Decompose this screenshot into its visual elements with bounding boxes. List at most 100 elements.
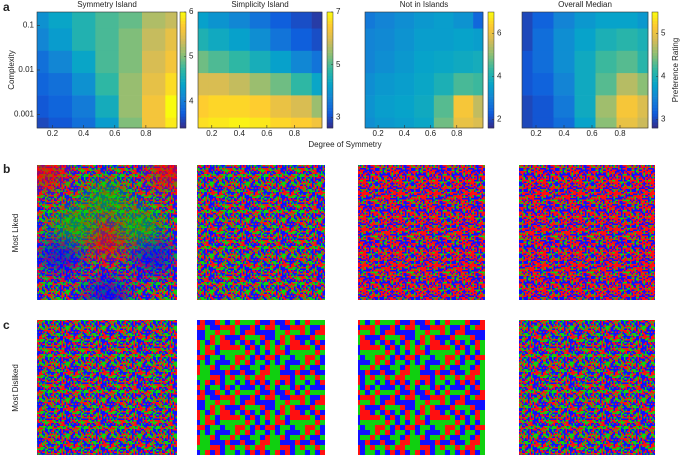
colorbar-step bbox=[652, 84, 658, 88]
contour-cell bbox=[142, 50, 166, 74]
stimulus-image bbox=[519, 320, 655, 455]
contour-cell bbox=[72, 95, 96, 118]
contour-cell bbox=[595, 12, 617, 29]
contour-cell bbox=[48, 72, 73, 96]
x-tick-label: 0.2 bbox=[530, 129, 542, 138]
colorbar-step bbox=[327, 26, 333, 30]
colorbar-step bbox=[180, 99, 186, 103]
contour-cell bbox=[394, 50, 415, 74]
contour-cell bbox=[118, 95, 143, 118]
colorbar-step bbox=[327, 52, 333, 56]
contour-cell bbox=[433, 117, 454, 129]
x-tick-label: 0.4 bbox=[399, 129, 411, 138]
contour-cell bbox=[229, 50, 250, 74]
colorbar-step bbox=[488, 35, 494, 39]
colorbar-step bbox=[327, 75, 333, 79]
contour-cell bbox=[48, 50, 73, 74]
colorbar-step bbox=[180, 75, 186, 79]
colorbar-step bbox=[652, 90, 658, 94]
colorbar-step bbox=[327, 49, 333, 53]
contour-cell bbox=[616, 72, 638, 96]
color-blob bbox=[38, 237, 82, 273]
colorbar-step bbox=[180, 116, 186, 120]
contour-cell bbox=[637, 50, 649, 74]
contour-cell bbox=[37, 28, 49, 51]
contour-cell bbox=[48, 28, 73, 51]
contour-cell bbox=[574, 12, 596, 29]
contour-cell bbox=[532, 12, 554, 29]
colorbar-step bbox=[488, 113, 494, 117]
contour-cell bbox=[453, 72, 474, 96]
colorbar-step bbox=[488, 17, 494, 21]
colorbar-step bbox=[488, 87, 494, 91]
contour-cell bbox=[574, 72, 596, 96]
colorbar-step bbox=[180, 58, 186, 62]
contour-cell bbox=[165, 12, 178, 29]
colorbar-step bbox=[488, 107, 494, 111]
colorbar-step bbox=[652, 110, 658, 114]
colorbar-step bbox=[488, 61, 494, 65]
colorbar-step bbox=[652, 104, 658, 108]
colorbar-step bbox=[180, 125, 186, 129]
colorbar-frame bbox=[326, 11, 334, 129]
contour-cell bbox=[394, 72, 415, 96]
colorbar-step bbox=[652, 35, 658, 39]
colorbar-step bbox=[652, 67, 658, 71]
colorbar-step bbox=[488, 67, 494, 71]
contour-cell bbox=[95, 28, 119, 51]
contour-cell bbox=[473, 12, 484, 29]
colorbar-step bbox=[180, 46, 186, 50]
colorbar-step bbox=[488, 32, 494, 36]
chart-title: Not in Islands bbox=[400, 0, 448, 9]
colorbar-step bbox=[180, 38, 186, 42]
contour-cell bbox=[165, 50, 178, 74]
colorbar-step bbox=[652, 81, 658, 85]
colorbar-step bbox=[652, 78, 658, 82]
contour-cell bbox=[453, 28, 474, 51]
colorbar-step bbox=[180, 64, 186, 68]
colorbar-step bbox=[652, 116, 658, 120]
contour-cell bbox=[532, 72, 554, 96]
row-label: Most Liked bbox=[11, 214, 20, 253]
colorbar-tick-label: 2 bbox=[497, 115, 502, 124]
colorbar-step bbox=[180, 20, 186, 24]
contour-cell bbox=[414, 12, 435, 29]
contour-cell bbox=[249, 72, 271, 96]
colorbar-step bbox=[180, 87, 186, 91]
contour-cell bbox=[553, 28, 575, 51]
contour-cell bbox=[270, 72, 292, 96]
contour-cell bbox=[208, 28, 230, 51]
x-tick-label: 0.2 bbox=[373, 129, 385, 138]
contour-cell bbox=[118, 117, 143, 129]
contour-cell bbox=[249, 50, 271, 74]
contour-cell bbox=[414, 95, 435, 118]
colorbar-tick-label: 5 bbox=[336, 60, 341, 69]
colorbar-step bbox=[652, 107, 658, 111]
contour-cell bbox=[48, 95, 73, 118]
colorbar-step bbox=[327, 46, 333, 50]
colorbar-step bbox=[652, 55, 658, 59]
colorbar-step bbox=[488, 101, 494, 106]
contour-cell bbox=[453, 12, 474, 29]
colorbar-step bbox=[488, 78, 494, 82]
contour-cell bbox=[365, 50, 376, 74]
y-tick-label: 0.01 bbox=[18, 65, 34, 74]
contour-cell bbox=[616, 50, 638, 74]
colorbar-step bbox=[488, 46, 494, 50]
contour-cell bbox=[532, 28, 554, 51]
colorbar-step bbox=[327, 14, 333, 19]
colorbar-step bbox=[327, 38, 333, 42]
contour-cell bbox=[374, 28, 395, 51]
colorbar-step bbox=[652, 101, 658, 106]
colorbar-step bbox=[488, 23, 494, 27]
colorbar-step bbox=[652, 93, 658, 97]
panel-label: c bbox=[3, 318, 10, 332]
colorbar-step bbox=[652, 113, 658, 117]
colorbar-step bbox=[488, 64, 494, 68]
colorbar-frame bbox=[487, 11, 495, 129]
colorbar-step bbox=[327, 29, 333, 33]
contour-cell bbox=[208, 72, 230, 96]
colorbar-step bbox=[327, 113, 333, 117]
contour-cell bbox=[595, 28, 617, 51]
contour-cell bbox=[198, 50, 209, 74]
